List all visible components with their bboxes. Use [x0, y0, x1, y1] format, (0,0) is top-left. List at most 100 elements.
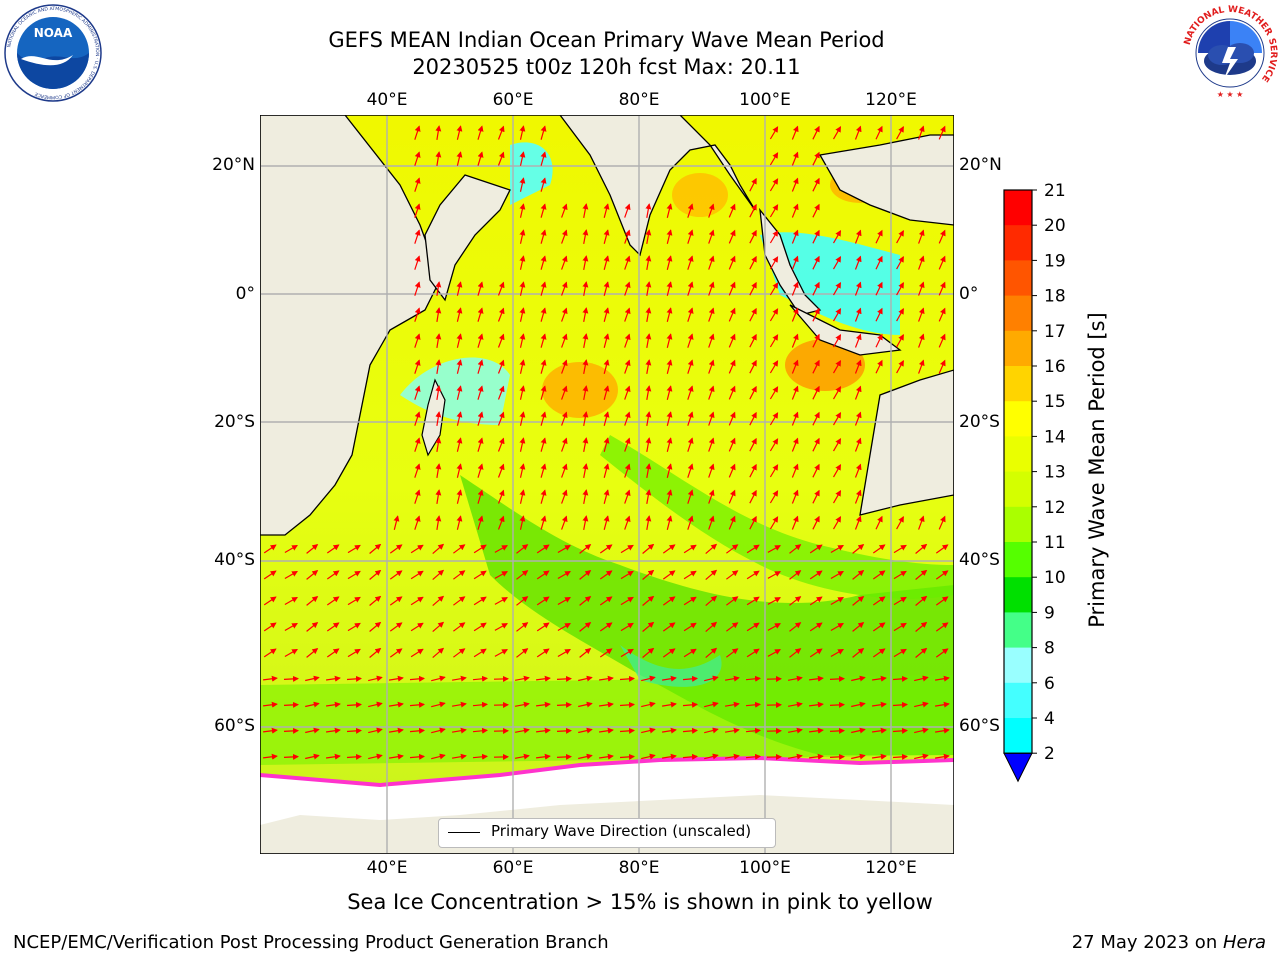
- wave-arrow: [456, 333, 463, 348]
- wave-arrow: [812, 281, 820, 296]
- lon-tick-top-120: 120°E: [865, 90, 917, 110]
- wave-arrow: [852, 621, 865, 632]
- colorbar-tick-label: 14: [1044, 427, 1066, 447]
- wave-arrow: [410, 544, 424, 554]
- wave-arrow: [789, 544, 802, 554]
- wave-arrow: [414, 177, 421, 192]
- wave-arrow: [414, 151, 421, 166]
- wave-arrow: [536, 753, 551, 760]
- wave-arrow: [603, 203, 610, 218]
- wave-arrow: [875, 255, 883, 270]
- wave-arrow: [346, 753, 362, 760]
- wave-arrow: [456, 463, 463, 478]
- wave-arrow: [935, 596, 949, 606]
- wave-arrow: [812, 489, 820, 504]
- wave-arrow: [603, 307, 610, 322]
- wave-arrow: [683, 648, 697, 658]
- wave-arrow: [579, 569, 592, 580]
- wave-arrow: [683, 622, 697, 632]
- wave-arrow: [832, 308, 842, 322]
- colorbar-tick-label: 11: [1044, 533, 1066, 553]
- wave-arrow: [851, 701, 866, 708]
- period-patch-orange-3: [785, 339, 865, 391]
- wave-arrow: [914, 701, 929, 708]
- lon-tick-bottom-80: 80°E: [618, 858, 660, 878]
- wave-arrow: [642, 595, 655, 606]
- wave-arrow: [389, 544, 403, 554]
- wave-arrow: [556, 675, 572, 682]
- wave-arrow: [579, 543, 592, 554]
- wave-arrow: [728, 515, 736, 530]
- colorbar-tick-label: 13: [1044, 463, 1066, 483]
- wave-arrow: [414, 307, 421, 322]
- wave-arrow: [728, 411, 736, 426]
- wave-arrow: [305, 753, 320, 760]
- wave-arrow: [435, 333, 442, 348]
- wave-arrow: [624, 385, 631, 400]
- wave-arrow: [557, 648, 571, 658]
- wave-arrow: [305, 701, 320, 708]
- wave-arrow: [561, 385, 568, 400]
- wave-arrow: [540, 151, 547, 166]
- colorbar-tick-label: 18: [1044, 287, 1066, 307]
- wave-arrow: [536, 544, 550, 554]
- wave-arrow: [603, 411, 610, 426]
- wave-arrow: [514, 727, 530, 734]
- colorbar-cell: [1004, 225, 1032, 261]
- wave-arrow: [263, 544, 277, 554]
- wave-arrow: [726, 596, 739, 606]
- wave-arrow: [708, 281, 715, 296]
- wave-arrow: [767, 545, 781, 553]
- wave-arrow: [414, 463, 421, 478]
- wave-arrow: [749, 281, 757, 296]
- wave-arrow: [832, 360, 842, 374]
- wave-arrow: [306, 621, 319, 632]
- wave-arrow: [497, 151, 505, 166]
- wave-arrow: [787, 753, 803, 760]
- wave-arrow: [599, 544, 613, 554]
- wave-arrow: [829, 753, 845, 760]
- wave-arrow: [872, 727, 887, 734]
- wave-arrow: [431, 701, 446, 708]
- wave-arrow: [497, 411, 505, 426]
- wave-arrow: [832, 256, 842, 270]
- colorbar-cell: [1004, 260, 1032, 297]
- wave-arrow: [872, 596, 886, 606]
- wave-arrow: [704, 675, 719, 682]
- wave-arrow: [473, 544, 487, 554]
- wave-arrow: [749, 463, 757, 478]
- wave-arrow: [896, 256, 904, 270]
- wave-arrow: [557, 622, 571, 632]
- wave-arrow: [435, 281, 442, 296]
- wave-arrow: [662, 701, 677, 708]
- wave-arrow: [812, 307, 820, 322]
- wave-arrow: [687, 203, 694, 218]
- wave-arrow: [728, 385, 736, 400]
- wave-arrow: [603, 359, 610, 374]
- wave-arrow: [662, 596, 676, 606]
- wave-arrow: [306, 569, 319, 580]
- wave-arrow: [536, 596, 550, 606]
- wave-arrow: [497, 463, 505, 478]
- lon-tick-top-40: 40°E: [366, 90, 408, 110]
- wave-arrow: [724, 701, 740, 708]
- wave-direction-arrows: [263, 125, 950, 760]
- wave-arrow: [708, 229, 715, 244]
- wave-arrow: [854, 307, 862, 322]
- wave-arrow: [497, 437, 505, 452]
- wave-arrow: [263, 675, 278, 682]
- wave-arrow: [746, 596, 760, 606]
- wave-arrow: [473, 622, 487, 632]
- wave-arrow: [687, 281, 694, 296]
- wave-arrow: [410, 622, 424, 632]
- wave-arrow: [519, 151, 526, 166]
- wave-arrow: [494, 597, 508, 605]
- wave-arrow: [645, 359, 652, 375]
- lat-tick-right-60s: 60°S: [959, 716, 1000, 736]
- wave-arrow: [389, 701, 404, 708]
- wave-arrow: [453, 648, 466, 658]
- colorbar-cell: [1004, 577, 1032, 613]
- wave-arrow: [749, 437, 757, 452]
- wave-arrow: [579, 647, 592, 658]
- wave-arrow: [708, 437, 715, 452]
